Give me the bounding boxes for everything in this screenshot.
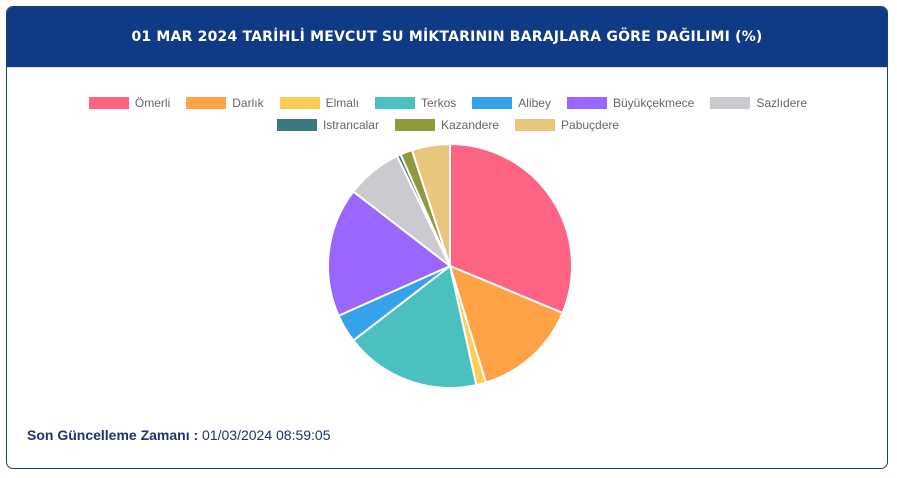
legend-item[interactable]: Istrancalar [276,117,379,133]
last-updated: Son Güncelleme Zamanı : 01/03/2024 08:59… [27,427,331,443]
pie-slice[interactable] [327,190,452,318]
legend-swatch [276,119,317,131]
legend-label: Darlık [232,96,264,110]
legend-item[interactable]: Terkos [374,95,457,111]
legend-swatch [515,119,556,131]
legend-item[interactable]: Alibey [472,95,551,111]
legend-swatch [472,97,513,109]
legend-item[interactable]: Pabuçdere [515,117,619,133]
pie-svg [327,142,573,389]
pie-slice[interactable] [410,142,451,267]
legend-label: Sazlıdere [756,96,808,110]
legend-label: Ömerli [134,96,171,110]
legend-label: Elmalı [325,96,359,110]
legend-label: Alibey [518,96,551,110]
legend-swatch [88,97,129,109]
legend-item[interactable]: Darlık [186,95,264,111]
legend-swatch [566,97,607,109]
legend-label: Büyükçekmece [612,96,695,110]
header-divider [7,67,887,68]
legend-swatch [374,97,415,109]
legend-item[interactable]: Elmalı [279,95,359,111]
chart-legend: Ömerli Darlık Elmalı Terkos Alibey Büyükçekme… [7,95,887,133]
legend-item[interactable]: Sazlıdere [710,95,807,111]
chart-card: 01 MAR 2024 TARİHLİ MEVCUT SU MİKTARININ… [6,6,888,469]
legend-swatch [279,97,320,109]
legend-label: Pabuçdere [561,118,620,132]
legend-label: Istrancalar [322,118,379,132]
legend-swatch [394,119,435,131]
legend-swatch [710,97,751,109]
legend-item[interactable]: Kazandere [394,117,500,133]
last-updated-label: Son Güncelleme Zamanı : [27,427,199,443]
last-updated-value: 01/03/2024 08:59:05 [202,427,331,443]
legend-label: Terkos [420,96,457,110]
legend-swatch [186,97,227,109]
pie-slice[interactable] [449,142,573,315]
pie-slice[interactable] [448,264,564,384]
legend-label: Kazandere [440,118,500,132]
pie-slice[interactable] [351,264,478,389]
legend-item[interactable]: Ömerli [88,95,171,111]
page-title: 01 MAR 2024 TARİHLİ MEVCUT SU MİKTARININ… [131,29,763,45]
legend-item[interactable]: Büyükçekmece [566,95,695,111]
pie-chart [325,141,575,391]
card-header: 01 MAR 2024 TARİHLİ MEVCUT SU MİKTARININ… [7,7,887,67]
